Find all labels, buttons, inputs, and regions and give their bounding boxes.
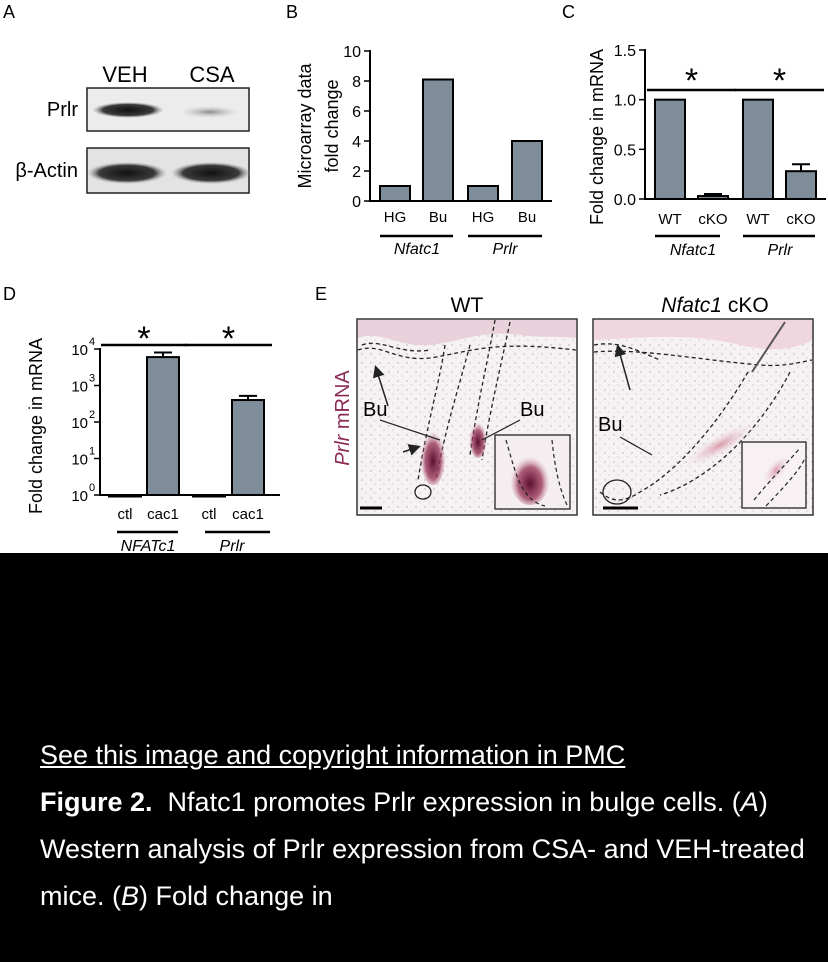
figure-canvas: A VEH CSA Prlr β-Actin 0246810Microarray… bbox=[3, 2, 826, 553]
x-tick-label-d: cac1 bbox=[232, 506, 264, 523]
y-tick-exponent-d: 2 bbox=[89, 409, 95, 421]
bu-label-wt-right: Bu bbox=[520, 399, 544, 421]
figure-2: A VEH CSA Prlr β-Actin 0 2 4 6 8 10 Microarray… bbox=[0, 0, 828, 553]
bu-label-cko: Bu bbox=[598, 414, 622, 436]
caption-text-part-1: Nfatc1 promotes Prlr expression in bulge… bbox=[167, 787, 741, 817]
x-tick-label-c: WT bbox=[658, 211, 681, 228]
bar-b-4 bbox=[511, 140, 543, 202]
panel-e-ylabel-gene: Prlr bbox=[332, 433, 354, 465]
significance-star-c: * bbox=[685, 62, 698, 100]
group-label-b: Nfatc1 bbox=[394, 241, 440, 258]
y-axis-label-b: Microarray data bbox=[295, 62, 315, 188]
y-axis-label-d: Fold change in mRNA bbox=[26, 338, 46, 514]
panel-b-chart: 0 2 4 6 8 10 Microarray data fold change HG Bu HG B… bbox=[295, 44, 552, 258]
bar-b-2 bbox=[422, 78, 454, 202]
figure-label: Figure 2. bbox=[40, 787, 153, 817]
y-tick-label-b: 10 bbox=[343, 44, 361, 61]
bar-b-3 bbox=[467, 185, 499, 202]
y-tick-label-b: 8 bbox=[352, 74, 361, 91]
caption-text: Figure 2. Nfatc1 promotes Prlr expressio… bbox=[40, 779, 810, 920]
panel-e-ylabel: Prlr mRNA bbox=[332, 370, 354, 466]
y-tick-label-b: 2 bbox=[352, 164, 361, 181]
y-tick-exponent-d: 3 bbox=[89, 373, 95, 385]
group-label-b: Prlr bbox=[493, 241, 519, 258]
y-tick-label-b: 4 bbox=[352, 134, 361, 151]
micrograph-title-cko-suffix: cKO bbox=[722, 294, 769, 317]
y-axis-label-b: fold change bbox=[322, 79, 342, 172]
panel-letter-b: B bbox=[286, 2, 298, 22]
panel-a: A VEH CSA Prlr β-Actin bbox=[3, 2, 251, 194]
x-tick-label-c: cKO bbox=[698, 211, 727, 228]
row-label-beta-actin: β-Actin bbox=[15, 160, 78, 182]
panel-letter-e: E bbox=[315, 284, 327, 304]
caption-text-part-3: ) Fold change in bbox=[139, 881, 333, 911]
bar-d-3 bbox=[192, 494, 226, 498]
lane-label-csa: CSA bbox=[189, 62, 235, 87]
caption-panel-b-ref: B bbox=[121, 881, 140, 911]
panel-c-chart: 0.0 0.5 1.0 1.5 Fold change in mRNA WT cKO WT cK… bbox=[587, 43, 826, 259]
band-prlr-csa bbox=[180, 106, 240, 118]
caption-panel-a-ref: A bbox=[740, 787, 759, 817]
significance-star-d: * bbox=[222, 320, 235, 358]
figure-caption: See this image and copyright information… bbox=[40, 732, 810, 920]
band-prlr-veh bbox=[92, 102, 164, 118]
bar-c-4 bbox=[785, 170, 817, 200]
micrograph-wt: Bu Bu bbox=[356, 318, 578, 516]
micrograph-cko: Bu bbox=[592, 318, 814, 516]
y-tick-label-d: 10 bbox=[71, 342, 88, 359]
group-label-d: Prlr bbox=[220, 538, 246, 553]
y-tick-label-c: 0.5 bbox=[614, 142, 636, 159]
band-actin-veh bbox=[87, 162, 167, 184]
bar-b-1 bbox=[379, 185, 411, 202]
y-tick-label-d: 10 bbox=[71, 379, 88, 396]
bar-c-3 bbox=[742, 98, 774, 200]
bar-c-1 bbox=[654, 98, 686, 200]
x-tick-label-b: HG bbox=[472, 209, 495, 226]
x-tick-label-c: cKO bbox=[786, 211, 815, 228]
y-tick-label-b: 6 bbox=[352, 104, 361, 121]
significance-star-c: * bbox=[773, 62, 786, 100]
micrograph-title-wt: WT bbox=[451, 294, 484, 317]
y-tick-label-d: 10 bbox=[71, 488, 88, 505]
x-tick-label-b: Bu bbox=[429, 209, 447, 226]
significance-star-d: * bbox=[137, 320, 150, 358]
group-label-d: NFATc1 bbox=[121, 538, 176, 553]
panel-letter-d: D bbox=[3, 284, 16, 304]
x-tick-label-d: ctl bbox=[202, 506, 217, 523]
panel-e: E Prlr mRNA WT Nfatc1 cKO Bu Bu bbox=[315, 284, 814, 516]
panel-e-ylabel-suffix: mRNA bbox=[332, 370, 354, 435]
pmc-copyright-link[interactable]: See this image and copyright information… bbox=[40, 740, 626, 770]
x-tick-label-d: cac1 bbox=[147, 506, 179, 523]
panel-letter-c: C bbox=[562, 2, 575, 22]
y-tick-label-c: 0.0 bbox=[614, 192, 636, 209]
y-tick-label-d: 10 bbox=[71, 415, 88, 432]
bar-d-1 bbox=[108, 494, 142, 498]
y-tick-exponent-d: 4 bbox=[89, 336, 95, 348]
micrograph-title-cko: Nfatc1 cKO bbox=[661, 294, 768, 317]
bar-d-4 bbox=[231, 399, 265, 496]
x-tick-label-c: WT bbox=[746, 211, 769, 228]
y-tick-exponent-d: 0 bbox=[89, 482, 95, 494]
panel-letter-a: A bbox=[3, 2, 15, 22]
y-tick-label-d: 10 bbox=[71, 452, 88, 469]
caption-text-part-2: ) Western analysis of Prlr expression fr… bbox=[40, 787, 805, 911]
lane-label-veh: VEH bbox=[102, 62, 147, 87]
group-label-c: Nfatc1 bbox=[670, 242, 716, 259]
bar-d-2 bbox=[146, 356, 180, 496]
bar-c-2 bbox=[697, 195, 729, 201]
y-tick-label-b: 0 bbox=[352, 194, 361, 211]
row-label-prlr: Prlr bbox=[47, 99, 78, 121]
bu-label-wt-left: Bu bbox=[363, 399, 387, 421]
x-tick-label-b: HG bbox=[384, 209, 407, 226]
band-actin-csa bbox=[171, 162, 251, 184]
y-tick-label-c: 1.0 bbox=[614, 93, 636, 110]
y-tick-exponent-d: 1 bbox=[89, 446, 95, 458]
x-tick-label-b: Bu bbox=[518, 209, 536, 226]
y-tick-label-c: 1.5 bbox=[614, 43, 636, 60]
micrograph-title-cko-gene: Nfatc1 bbox=[661, 294, 722, 317]
y-axis-label-c: Fold change in mRNA bbox=[587, 49, 607, 225]
group-label-c: Prlr bbox=[768, 242, 794, 259]
x-tick-label-d: ctl bbox=[118, 506, 133, 523]
